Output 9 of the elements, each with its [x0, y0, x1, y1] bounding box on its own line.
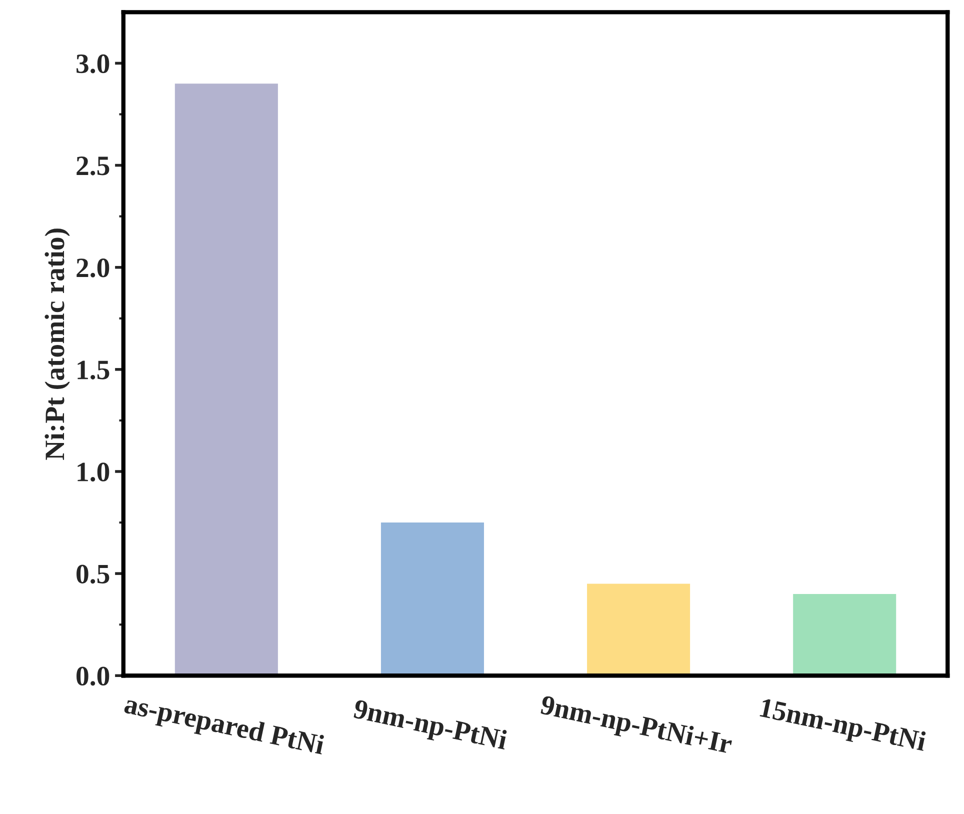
y-tick-label: 0.5	[76, 564, 110, 584]
y-tick-label: 1.0	[78, 462, 110, 482]
y-axis-title: Ni:Pt (atomic ratio)	[44, 228, 70, 460]
y-tick-label: 2.0	[76, 258, 110, 278]
y-tick-label: 0.0	[76, 666, 110, 686]
y-tick-label: 1.5	[78, 360, 110, 380]
x-tick-label: as-prepared PtNi	[122, 694, 326, 760]
y-tick-label: 3.0	[76, 54, 110, 74]
y-tick-label: 2.5	[76, 156, 110, 176]
